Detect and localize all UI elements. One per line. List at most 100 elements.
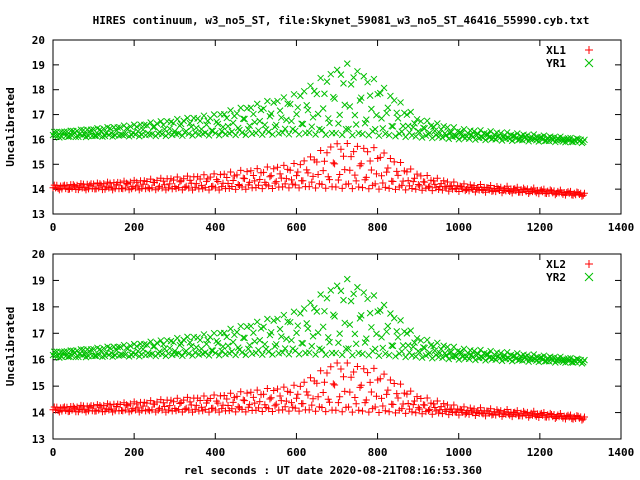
data-point-XL2 bbox=[161, 403, 169, 411]
data-point-XL1 bbox=[272, 178, 280, 186]
data-point-XL1 bbox=[336, 171, 344, 179]
data-point-YR2 bbox=[95, 351, 103, 359]
data-point-YR1 bbox=[203, 121, 210, 128]
data-point-YR2 bbox=[196, 336, 204, 344]
data-point-YR1 bbox=[340, 80, 347, 87]
data-point-YR1 bbox=[242, 131, 250, 139]
data-point-YR1 bbox=[264, 97, 271, 105]
data-point-XL1 bbox=[385, 184, 393, 192]
data-point-XL1 bbox=[266, 173, 274, 181]
data-point-YR1 bbox=[100, 125, 108, 133]
data-point-XL1 bbox=[372, 170, 380, 178]
data-point-XL1 bbox=[352, 177, 360, 185]
data-point-YR1 bbox=[337, 71, 345, 79]
data-point-YR2 bbox=[307, 299, 314, 307]
data-point-XL2 bbox=[417, 394, 425, 402]
data-point-YR2 bbox=[343, 275, 351, 283]
data-point-XL1 bbox=[440, 177, 448, 185]
data-point-YR2 bbox=[332, 349, 340, 357]
data-point-YR2 bbox=[299, 340, 307, 347]
data-point-YR1 bbox=[375, 132, 383, 140]
data-point-YR1 bbox=[260, 105, 267, 112]
data-point-YR1 bbox=[213, 118, 220, 126]
data-point-XL1 bbox=[567, 187, 575, 195]
data-point-YR1 bbox=[299, 120, 307, 128]
data-point-XL1 bbox=[306, 153, 314, 161]
data-point-XL2 bbox=[567, 411, 575, 419]
data-point-YR1 bbox=[313, 90, 321, 98]
data-point-YR2 bbox=[384, 322, 392, 330]
chart-panel-2: 0 200 400 600 800 1000 1200 1400 13 14 15 16 17 18 19 2… bbox=[4, 248, 634, 459]
data-point-XL2 bbox=[247, 388, 255, 396]
data-point-YR2 bbox=[247, 322, 255, 330]
data-point-YR2 bbox=[212, 349, 219, 357]
data-point-YR2 bbox=[492, 356, 500, 364]
data-point-XL2 bbox=[148, 406, 156, 414]
data-point-YR1 bbox=[166, 125, 174, 132]
data-point-XL2 bbox=[139, 402, 147, 410]
data-point-XL1 bbox=[211, 184, 219, 192]
data-point-XL1 bbox=[407, 165, 415, 173]
data-point-XL1 bbox=[431, 180, 439, 188]
data-point-XL2 bbox=[357, 381, 365, 389]
data-point-XL1 bbox=[260, 168, 268, 176]
data-point-XL2 bbox=[268, 407, 276, 415]
data-point-YR2 bbox=[368, 323, 375, 331]
data-point-XL2 bbox=[334, 399, 342, 407]
data-point-YR2 bbox=[513, 350, 521, 357]
data-point-XL2 bbox=[241, 397, 249, 405]
data-point-XL1 bbox=[287, 176, 295, 184]
data-point-XL1 bbox=[200, 171, 208, 179]
data-point-XL2 bbox=[106, 401, 114, 409]
data-point-YR2 bbox=[269, 351, 276, 358]
series-XL2 bbox=[49, 359, 588, 424]
data-point-XL2 bbox=[176, 399, 184, 407]
data-point-XL1 bbox=[317, 147, 325, 154]
data-point-YR2 bbox=[407, 327, 415, 334]
data-point-XL2 bbox=[367, 388, 375, 396]
data-point-YR1 bbox=[180, 117, 188, 125]
data-point-YR2 bbox=[251, 338, 259, 345]
data-point-XL2 bbox=[398, 405, 406, 413]
data-point-XL1 bbox=[180, 175, 188, 183]
data-point-XL1 bbox=[263, 163, 271, 171]
data-point-YR2 bbox=[439, 354, 446, 362]
data-point-XL1 bbox=[241, 175, 249, 183]
data-point-YR1 bbox=[370, 75, 378, 83]
data-point-YR2 bbox=[239, 334, 247, 342]
data-point-YR1 bbox=[300, 87, 308, 95]
data-point-YR2 bbox=[253, 318, 261, 326]
data-point-XL2 bbox=[166, 402, 174, 410]
data-point-XL1 bbox=[159, 177, 167, 185]
data-point-YR1 bbox=[277, 114, 285, 121]
data-point-XL1 bbox=[360, 144, 368, 152]
data-point-YR1 bbox=[218, 127, 226, 135]
data-point-YR1 bbox=[394, 115, 402, 122]
data-point-YR1 bbox=[153, 120, 161, 127]
data-point-YR1 bbox=[241, 115, 248, 123]
data-point-XL2 bbox=[196, 396, 204, 404]
data-point-YR1 bbox=[540, 132, 548, 140]
data-point-XL2 bbox=[294, 390, 302, 398]
data-point-XL2 bbox=[229, 398, 237, 406]
data-point-XL2 bbox=[123, 401, 131, 409]
data-point-XL1 bbox=[332, 183, 340, 191]
data-point-XL2 bbox=[397, 380, 405, 388]
data-point-XL1 bbox=[196, 175, 204, 183]
data-point-XL2 bbox=[200, 392, 208, 400]
data-point-XL2 bbox=[416, 405, 424, 413]
data-point-XL1 bbox=[53, 181, 61, 189]
data-point-YR1 bbox=[77, 126, 85, 134]
data-point-XL1 bbox=[173, 173, 181, 181]
data-point-XL2 bbox=[238, 405, 246, 413]
data-point-XL2 bbox=[347, 373, 355, 381]
data-point-YR2 bbox=[241, 334, 248, 342]
data-point-XL1 bbox=[305, 183, 313, 191]
data-point-YR1 bbox=[201, 129, 209, 137]
data-point-YR2 bbox=[140, 341, 148, 348]
data-point-XL1 bbox=[290, 160, 298, 168]
data-point-YR1 bbox=[64, 133, 72, 141]
data-point-YR2 bbox=[318, 346, 326, 354]
data-point-YR1 bbox=[294, 104, 302, 111]
data-point-YR2 bbox=[326, 338, 333, 346]
